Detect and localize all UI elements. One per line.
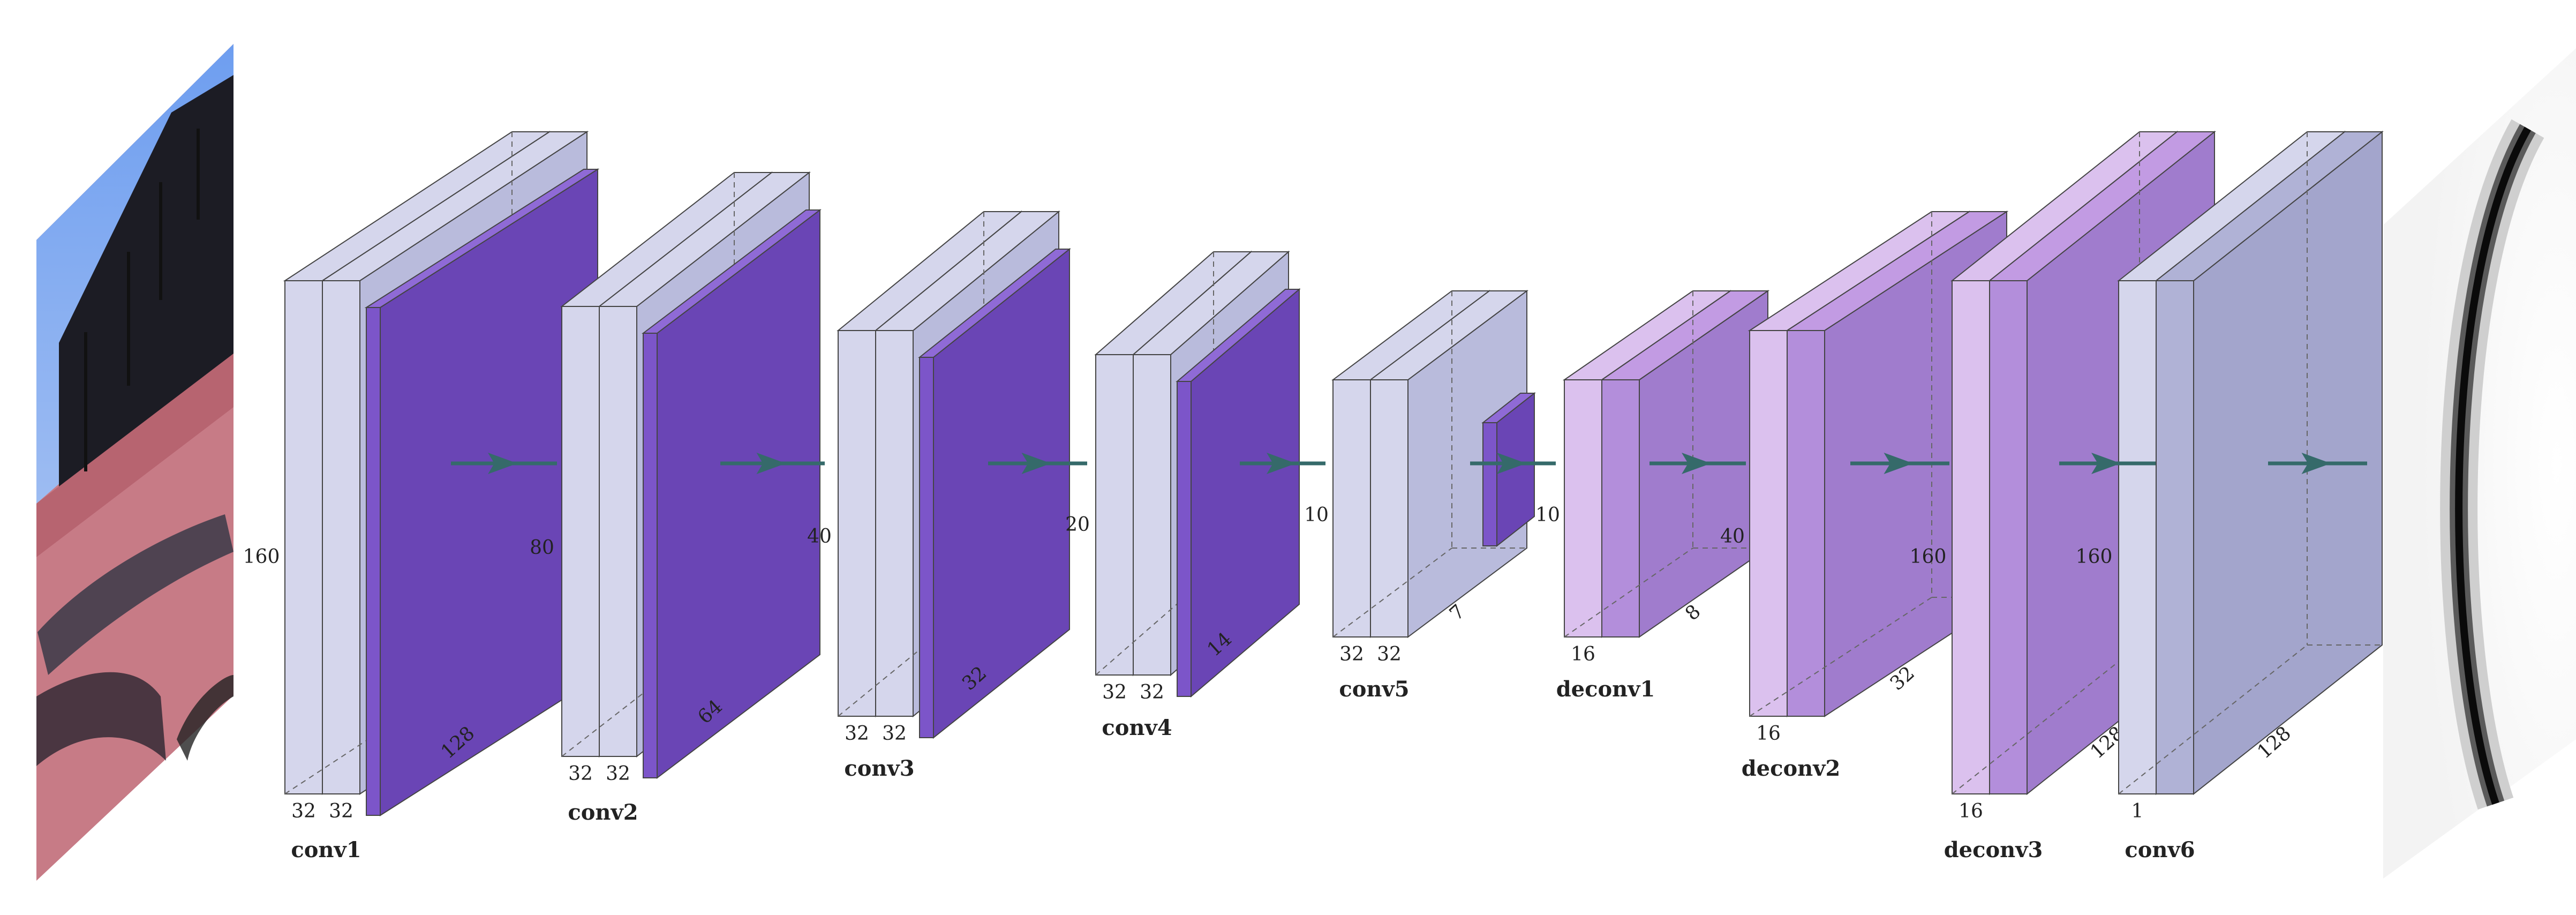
layer-label: conv5 — [1339, 677, 1409, 702]
channel-dim: 32 — [568, 763, 593, 785]
deconv-slab-light-front — [1564, 379, 1602, 638]
layer-label: conv4 — [1102, 715, 1172, 740]
deconv-slab-light-front — [1749, 330, 1788, 717]
arrow-head-icon — [1884, 453, 1914, 474]
conv-slab-1-front — [838, 330, 876, 717]
layer-label: deconv1 — [1556, 677, 1655, 702]
arrow-head-icon — [1682, 453, 1711, 474]
height-dim: 160 — [1910, 546, 1947, 568]
deconv-slab-front — [1989, 280, 2028, 794]
height-dim: 160 — [2076, 546, 2113, 568]
arrow-head-icon — [488, 453, 517, 474]
input-photo-icon — [36, 44, 234, 881]
conv-slab-2-front — [322, 280, 360, 794]
conv-slab-2-front — [1133, 354, 1171, 676]
channel-dim: 32 — [1102, 681, 1127, 703]
channel-dim: 32 — [329, 800, 353, 822]
layer-label: conv3 — [844, 756, 914, 781]
channel-dim: 32 — [1140, 681, 1164, 703]
pool-slab-front — [1177, 381, 1192, 697]
conv-slab-1-front — [561, 306, 600, 757]
height-dim: 20 — [1065, 514, 1090, 536]
arrow-head-icon — [2091, 453, 2121, 474]
layer-label: conv2 — [568, 800, 638, 825]
layer-label: conv1 — [291, 837, 361, 862]
output-mask-icon — [2383, 48, 2576, 879]
layer-label: conv6 — [2125, 837, 2195, 862]
hidden-edge — [2118, 644, 2308, 794]
height-dim: 40 — [1720, 526, 1745, 548]
height-dim: 10 — [1304, 504, 1329, 526]
deconv-slab-front — [1601, 379, 1640, 638]
hidden-edge — [1564, 548, 1693, 638]
channel-dim: 1 — [2131, 800, 2144, 822]
arrow-head-icon — [2301, 453, 2331, 474]
height-dim: 40 — [807, 526, 832, 548]
channel-dim: 32 — [882, 723, 907, 745]
channel-dim: 16 — [1959, 800, 1983, 822]
layer-label: deconv2 — [1742, 756, 1841, 781]
pool-slab-front — [643, 333, 658, 778]
height-dim: 160 — [243, 546, 280, 568]
channel-dim: 32 — [1339, 643, 1364, 665]
height-dim: 80 — [530, 537, 554, 559]
arrow-head-icon — [756, 453, 786, 474]
channel-dim: 32 — [606, 763, 630, 785]
conv-slab-2-front — [1370, 379, 1408, 638]
conv-slab-2-front — [599, 306, 637, 757]
hidden-edge — [1952, 644, 2140, 794]
channel-dim: 16 — [1756, 723, 1781, 745]
arrow-head-icon — [1021, 453, 1051, 474]
output-slab-front — [2156, 280, 2194, 794]
hidden-edge — [1749, 597, 1932, 717]
arrow-head-icon — [1497, 453, 1526, 474]
channel-dim: 16 — [1571, 643, 1595, 665]
pool-slab-front — [919, 357, 934, 738]
flow-arrows — [451, 453, 2367, 474]
deconv-slab-light-front — [1952, 280, 1990, 794]
arrow-head-icon — [1267, 453, 1296, 474]
conv-slab-1-front — [1332, 379, 1371, 638]
pool-slab-front — [366, 307, 381, 816]
conv-slab-1-front — [1095, 354, 1134, 676]
layer-label: deconv3 — [1944, 837, 2043, 862]
output-slab-thin-front — [2118, 280, 2157, 794]
pool-slab-front — [1482, 422, 1497, 546]
height-dim: 10 — [1535, 504, 1560, 526]
channel-dim: 32 — [291, 800, 316, 822]
conv-slab-2-front — [875, 330, 914, 717]
channel-dim: 32 — [1377, 643, 1402, 665]
channel-dim: 32 — [845, 723, 869, 745]
conv-slab-1-front — [284, 280, 323, 794]
deconv-slab-front — [1787, 330, 1825, 717]
